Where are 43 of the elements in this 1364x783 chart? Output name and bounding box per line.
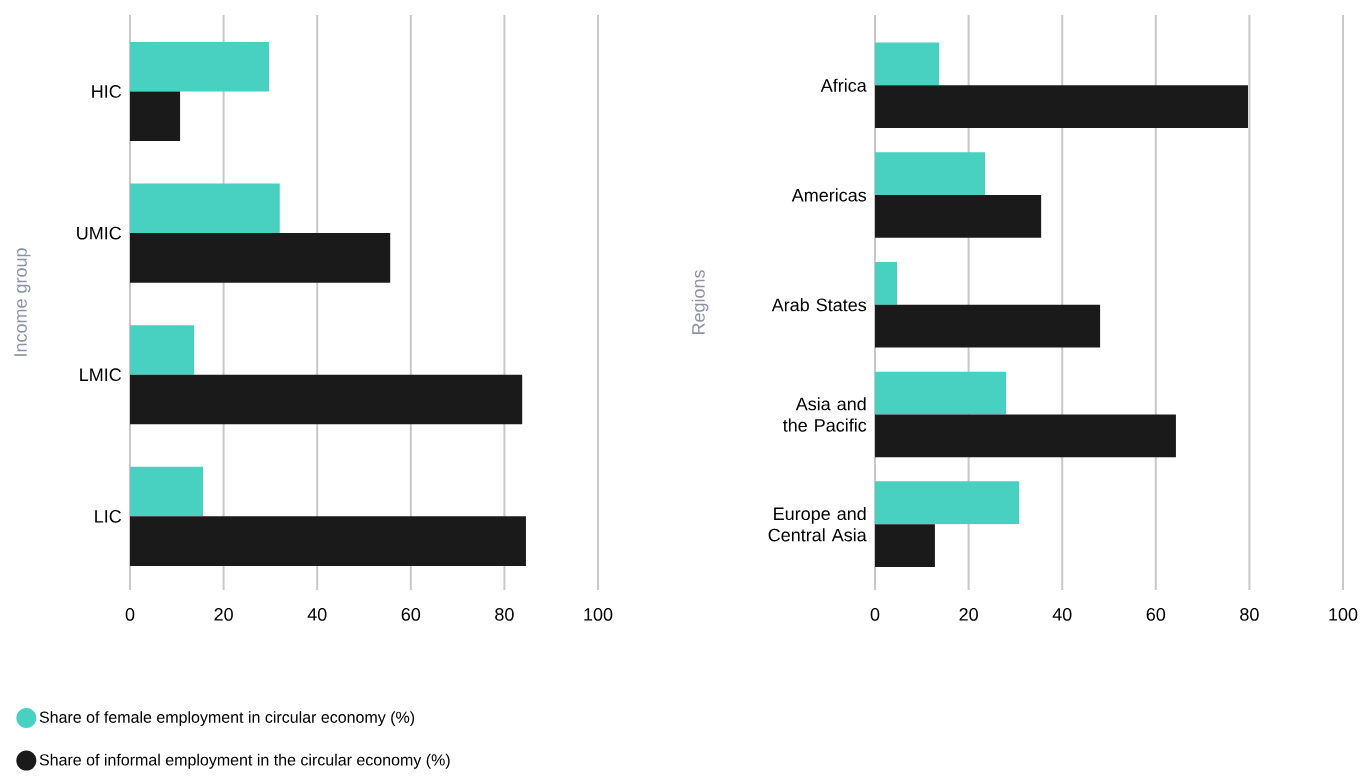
legend-label: Share of informal employment in the circular economy (%): [39, 753, 450, 769]
y-tick-label: LMIC: [80, 368, 122, 382]
bar: [875, 152, 985, 195]
y-axis-title: Regions: [691, 270, 709, 335]
bar: [875, 414, 1176, 458]
bar: [875, 85, 1249, 129]
y-tick-label: Americas: [791, 188, 867, 202]
x-tick-label: 40: [307, 608, 327, 621]
bar: [130, 233, 391, 283]
y-tick-label: LIC: [95, 509, 122, 523]
bar: [875, 481, 1020, 525]
x-tick-label: 80: [495, 608, 514, 621]
x-tick-label: 0: [125, 608, 135, 621]
x-tick-label: 20: [214, 608, 233, 621]
bar: [130, 41, 269, 92]
bar: [130, 91, 181, 142]
bar: [130, 325, 195, 375]
bar: [875, 261, 897, 305]
x-tick-label: 100: [584, 608, 613, 621]
x-tick-label: 100: [1329, 608, 1358, 621]
y-axis-title: Income group: [14, 248, 31, 356]
y-tick-label: Africa: [820, 78, 867, 92]
bar: [130, 516, 526, 566]
bar: [875, 371, 1007, 415]
x-tick-label: 20: [959, 608, 978, 621]
x-tick-label: 40: [1052, 608, 1072, 621]
bar: [875, 304, 1101, 348]
bar: [875, 524, 935, 567]
y-tick-label: Europe and Central Asia: [768, 506, 867, 542]
bar: [130, 466, 204, 517]
bar: [875, 194, 1042, 238]
y-tick-label: UMIC: [77, 226, 122, 240]
legend-label: Share of female employment in circular economy (%): [39, 711, 415, 727]
y-tick-label: Arab States: [771, 298, 867, 312]
bar: [130, 374, 523, 425]
y-tick-label: HIC: [92, 85, 122, 98]
x-tick-label: 0: [870, 608, 880, 621]
bar: [130, 183, 280, 234]
bar: [875, 42, 940, 86]
x-tick-label: 80: [1240, 608, 1259, 621]
y-tick-label: Asia and the Pacific: [782, 397, 867, 432]
x-tick-label: 60: [1146, 608, 1166, 621]
x-tick-label: 60: [401, 608, 421, 621]
